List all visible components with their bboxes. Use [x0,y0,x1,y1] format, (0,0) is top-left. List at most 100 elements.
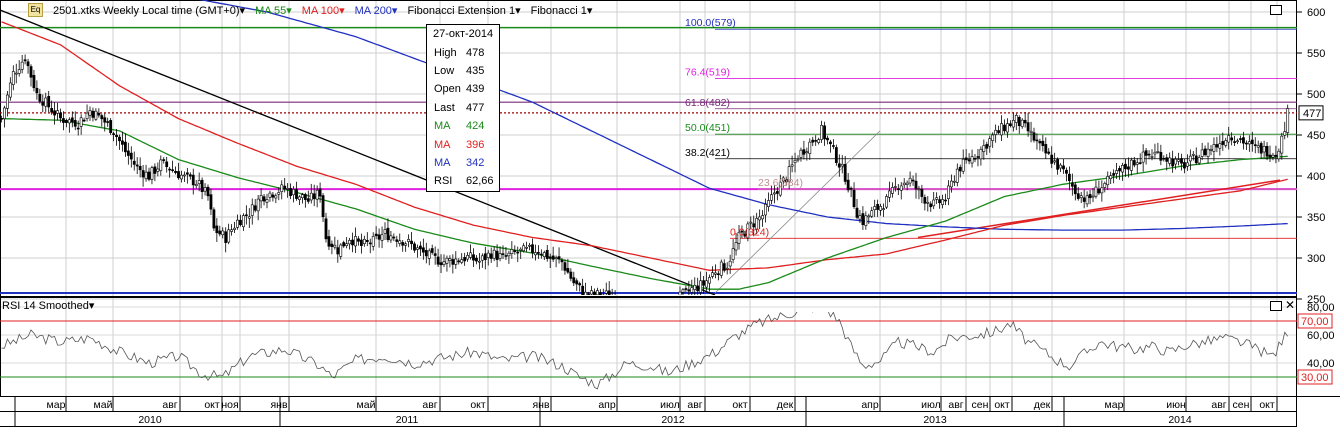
candle-body [790,164,794,167]
candle-body [35,87,39,94]
candle-body [905,182,909,185]
candle-body [247,216,251,219]
month-label: авг [422,399,437,411]
candle-body [380,234,384,241]
candle-body [407,239,411,242]
candle-body [256,198,260,212]
candle-body [67,119,71,124]
candle-body [486,252,490,258]
candle-body [489,253,493,259]
candle-body [274,195,278,199]
instrument-title[interactable]: 2501.xtks Weekly Local time (GMT+0)▾ [53,4,246,17]
candle-body [1239,138,1242,140]
tooltip-date: 27-окт-2014 [433,28,494,41]
candle-body [566,268,570,273]
candle-body [168,168,172,171]
candle-body [888,190,891,198]
candle-body [265,199,269,203]
candle-body [362,239,366,245]
candle-body [817,139,821,143]
candle-body [1188,155,1192,162]
candle-body [802,149,806,155]
candle-body [929,203,933,208]
fibonacci-legend[interactable]: Fibonacci 1▾ [530,4,593,17]
candle-body [908,177,912,184]
rsi-title[interactable]: RSI 14 Smoothed▾ [2,300,95,312]
candle-body [711,272,714,277]
candle-body [678,291,682,295]
ma200-legend[interactable]: MA 200▾ [354,4,398,17]
candle-body [26,61,30,67]
close-rsi-panel-icon[interactable]: ✕ [1285,298,1296,312]
tooltip-key: MA [434,156,451,169]
candle-body [646,322,648,324]
fib-extension-legend[interactable]: Fibonacci Extension 1▾ [407,4,521,17]
candle-body [784,179,788,183]
fib-ext-label: 76.4(519) [685,66,730,78]
month-label: окт [994,399,1010,411]
maximize-rsi-panel-button[interactable] [1270,301,1282,311]
last-price-box [1298,105,1324,121]
candle-body [890,187,894,194]
month-label: июл [921,399,941,411]
candle-body [1165,157,1169,162]
candle-body [218,230,222,235]
candle-body [649,315,651,321]
instrument-badge[interactable]: Eq [28,3,43,17]
candle-body [1183,162,1186,169]
year-label: 2014 [1168,414,1192,426]
candle-body [885,196,888,208]
ma55-legend[interactable]: MA 55▾ [255,4,292,17]
candle-body [209,194,213,210]
candle-body [1006,123,1009,133]
candle-body [1200,149,1204,157]
candle-body [436,256,440,265]
candle-body [262,196,266,202]
candle-body [1109,175,1113,180]
candle-body [719,261,723,276]
candle-body [150,167,154,180]
candle-body [1250,139,1254,145]
candle-body [644,322,646,325]
candle-body [1076,193,1080,199]
fib-ext-label: 100.0(579) [685,17,736,29]
maximize-price-panel-button[interactable] [1270,5,1282,15]
month-label: июн [1166,399,1186,411]
tooltip-value: 62,66 [466,175,494,188]
candle-body [1121,165,1124,173]
candle-body [427,250,431,259]
ma100-legend[interactable]: MA 100▾ [301,4,345,17]
downtrend-line [0,9,716,295]
candle-body [793,160,797,163]
candle-body [964,157,968,161]
rsi-30-box [1297,369,1333,385]
candle-body [917,188,921,191]
candle-body [20,61,24,70]
candle-body [1147,153,1151,156]
candle-body [1029,130,1033,133]
price-axis: 600 550 500 450 400 350 300 250 477 [1297,7,1325,306]
candle-body [47,96,51,108]
candle-body [118,136,121,142]
price-tick-label: 350 [1307,212,1325,224]
tooltip-value: 435 [466,64,485,77]
candle-body [483,253,487,261]
candle-body [1068,173,1071,181]
candle-body [477,260,481,263]
candle-body [641,314,643,323]
candle-body [1215,144,1219,148]
candle-body [126,150,130,156]
candle-body [522,245,526,252]
candle-body [348,240,352,245]
candle-body [1082,197,1086,202]
rsi-path [1,312,1289,390]
candle-body [638,315,640,316]
candle-body [970,156,974,164]
candle-body [1091,195,1095,198]
candle-body [3,107,6,119]
candle-body [259,195,263,202]
candle-body [1283,131,1287,136]
candle-body [604,290,608,294]
candle-body [368,242,372,245]
candle-body [244,214,248,217]
